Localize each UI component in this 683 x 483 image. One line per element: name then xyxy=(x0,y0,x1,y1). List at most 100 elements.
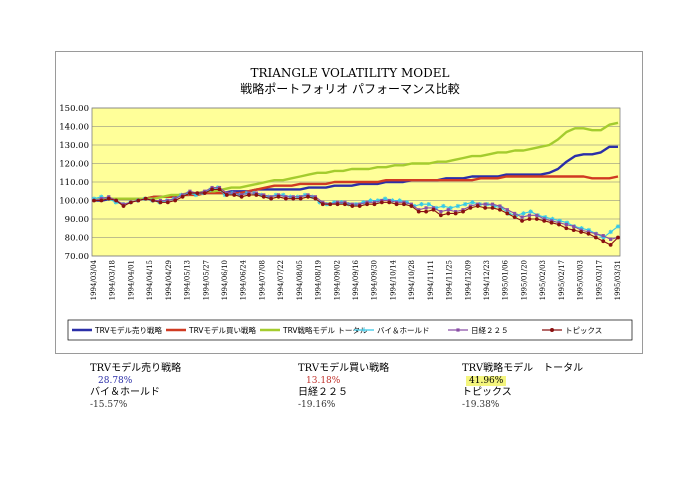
x-tick-label: 1994/06/10 xyxy=(221,260,229,300)
x-tick-label: 1994/11/25 xyxy=(446,260,454,300)
data-point xyxy=(475,204,480,208)
data-point xyxy=(409,204,414,208)
data-point xyxy=(372,202,377,207)
data-point xyxy=(549,220,554,225)
x-tick-label: 1995/03/31 xyxy=(614,260,622,300)
data-point xyxy=(543,214,548,220)
data-point xyxy=(402,202,406,207)
summary-nikkei-value: -19.16% xyxy=(298,400,336,410)
data-point xyxy=(165,200,170,205)
x-tick-label: 1995/03/17 xyxy=(595,260,603,300)
data-point xyxy=(379,200,384,205)
data-point xyxy=(455,203,461,209)
data-point xyxy=(387,200,392,205)
legend-label-3: TRV戦略モデル トータル xyxy=(282,325,368,335)
data-point xyxy=(586,231,591,236)
data-point xyxy=(572,224,576,228)
data-point xyxy=(350,204,355,208)
x-tick-label: 1995/01/20 xyxy=(520,260,528,300)
data-point xyxy=(298,196,303,201)
data-point xyxy=(564,220,570,225)
data-point xyxy=(99,198,104,203)
data-point xyxy=(114,198,119,203)
plot-border xyxy=(91,107,621,257)
x-tick-label: 1994/12/23 xyxy=(483,260,491,300)
data-point xyxy=(579,226,584,231)
summary-sell-name: TRVモデル売り戦略 xyxy=(90,363,182,374)
data-point xyxy=(593,235,598,240)
summary-sell: TRVモデル売り戦略 28.78% xyxy=(90,362,181,388)
data-point xyxy=(483,202,487,206)
summary-nikkei: 日経２２５ -19.16% xyxy=(298,386,348,412)
data-point xyxy=(259,192,264,198)
x-tick-label: 1994/08/19 xyxy=(315,260,323,300)
data-point xyxy=(448,205,453,211)
data-point xyxy=(557,222,561,227)
summary-buy: TRVモデル買い戦略 13.18% xyxy=(298,362,389,388)
legend-label-5: 日経２２５ xyxy=(471,325,509,335)
data-point xyxy=(266,194,271,199)
legend-label-4: バイ＆ホールド xyxy=(377,326,430,335)
data-point xyxy=(217,187,222,192)
summary-buy-name: TRVモデル買い戦略 xyxy=(298,363,390,374)
y-tick-label: 110.00 xyxy=(59,178,89,188)
data-point xyxy=(601,239,606,244)
x-tick-label: 1994/10/28 xyxy=(408,260,416,300)
x-tick-label: 1994/12/09 xyxy=(464,260,472,300)
legend-marker xyxy=(456,328,460,332)
data-point xyxy=(542,218,547,223)
data-point xyxy=(424,206,428,210)
data-point xyxy=(608,229,613,235)
x-tick-label: 1994/07/22 xyxy=(277,260,285,300)
data-point xyxy=(505,211,510,216)
data-point xyxy=(188,191,192,196)
chart-frame: TRIANGLE VOLATILITY MODEL 戦略ポートフォリオ パフォー… xyxy=(55,51,643,354)
data-point xyxy=(534,217,539,221)
data-point xyxy=(512,215,517,220)
data-point xyxy=(483,206,488,210)
summary-buyhold-name: バイ＆ホールド xyxy=(90,387,160,398)
x-tick-label: 1994/06/24 xyxy=(240,259,248,300)
data-point xyxy=(461,209,465,214)
summary-buyhold: バイ＆ホールド -15.57% xyxy=(90,386,160,412)
y-tick-label: 140.00 xyxy=(59,123,89,133)
x-tick-label: 1994/03/04 xyxy=(90,259,98,300)
data-point xyxy=(492,203,497,209)
data-point xyxy=(283,196,288,201)
data-point xyxy=(276,194,281,199)
data-point xyxy=(615,224,621,229)
data-point xyxy=(498,207,502,212)
y-tick-label: 100.00 xyxy=(59,197,89,207)
data-point xyxy=(586,227,592,233)
summary-topix: トピックス -19.38% xyxy=(462,386,512,412)
x-tick-label: 1994/10/14 xyxy=(389,259,397,300)
data-point xyxy=(404,200,410,205)
data-point xyxy=(106,196,111,201)
data-point xyxy=(499,205,504,211)
data-point xyxy=(92,198,96,203)
data-point xyxy=(498,204,502,208)
data-point xyxy=(136,198,141,203)
x-tick-label: 1994/04/01 xyxy=(127,260,135,300)
data-point xyxy=(438,213,443,218)
data-point xyxy=(616,235,620,240)
x-tick-label: 1994/11/11 xyxy=(427,260,435,300)
data-point xyxy=(254,193,259,197)
data-point xyxy=(520,218,524,223)
data-point xyxy=(343,202,347,207)
data-point xyxy=(328,202,333,207)
chart-subtitle: 戦略ポートフォリオ パフォーマンス比較 xyxy=(240,81,460,96)
x-tick-label: 1995/01/06 xyxy=(502,259,510,300)
data-point xyxy=(180,194,185,199)
data-point xyxy=(439,210,443,214)
data-point xyxy=(505,208,509,212)
data-point xyxy=(313,196,318,201)
data-point xyxy=(99,194,104,199)
data-point xyxy=(394,202,399,207)
data-point xyxy=(173,198,178,203)
data-point xyxy=(446,208,450,212)
y-tick-label: 130.00 xyxy=(59,141,89,151)
data-point xyxy=(202,191,207,196)
data-point xyxy=(527,213,532,217)
data-point xyxy=(224,193,229,197)
